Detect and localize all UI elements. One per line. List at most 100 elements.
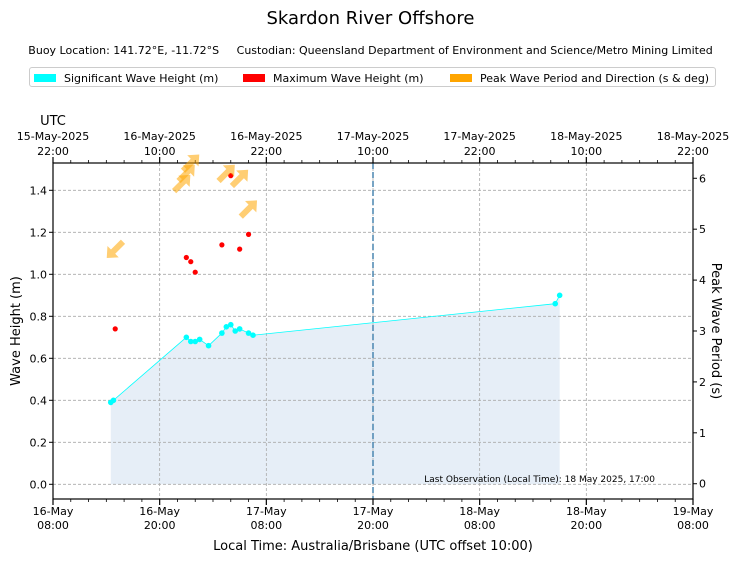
significant-point	[232, 328, 239, 334]
legend-swatch-peak	[450, 74, 472, 82]
significant-point	[245, 330, 252, 336]
significant-point	[223, 324, 230, 330]
y2-tick-label: 2	[699, 376, 706, 389]
x-tick-label-date: 19-May	[673, 505, 714, 518]
x-tick-label-time: 20:00	[357, 519, 389, 532]
y2-tick-label: 5	[699, 223, 706, 236]
y2-tick-label: 6	[699, 172, 706, 185]
maximum-point	[192, 269, 198, 275]
significant-point	[556, 292, 563, 299]
y2-tick-label: 0	[699, 478, 706, 491]
legend-label-significant: Significant Wave Height (m)	[64, 71, 219, 85]
peak-period-arrow-shape	[238, 200, 258, 219]
peak-period-arrow	[229, 169, 249, 189]
significant-point	[236, 326, 243, 332]
x-tick-label-date: 17-May	[246, 505, 287, 518]
maximum-point	[219, 242, 225, 248]
peak-period-arrow	[171, 174, 191, 194]
peak-period-arrow	[238, 200, 258, 219]
legend: Significant Wave Height (m) Maximum Wave…	[29, 67, 716, 87]
peak-period-arrow-shape	[176, 164, 195, 184]
significant-point	[183, 334, 190, 341]
x-tick-label-date: 17-May	[353, 505, 394, 518]
significant-point	[187, 338, 194, 345]
custodian: Custodian: Queensland Department of Envi…	[236, 44, 713, 57]
top-x-tick-label-time: 22:00	[464, 145, 496, 158]
x-tick-label-time: 20:00	[570, 519, 602, 532]
y2-tick-label: 3	[699, 325, 706, 338]
significant-point	[110, 397, 117, 404]
y-tick-label: 1.2	[30, 226, 48, 239]
x-tick-label-time: 20:00	[144, 519, 176, 532]
y2-axis-label: Peak Wave Period (s)	[708, 263, 723, 399]
legend-item-peak: Peak Wave Period and Direction (s & deg)	[450, 71, 709, 85]
maximum-point	[237, 246, 243, 252]
maximum-point	[112, 326, 118, 332]
y-tick-label: 0.8	[30, 310, 48, 323]
top-x-tick-label-date: 18-May-2025	[550, 130, 622, 143]
top-x-tick-label-time: 10:00	[144, 145, 176, 158]
top-x-tick-label-date: 15-May-2025	[17, 130, 89, 143]
chart-title: Skardon River Offshore	[266, 8, 475, 29]
maximum-point	[245, 231, 252, 237]
legend-label-peak: Peak Wave Period and Direction (s & deg)	[480, 71, 710, 85]
peak-period-arrow-shape	[180, 154, 200, 173]
significant-point	[205, 342, 212, 349]
x-tick-label-time: 08:00	[37, 519, 69, 532]
top-x-tick-label-time: 10:00	[570, 145, 602, 158]
buoy-location: Buoy Location: 141.72°E, -11.72°S	[28, 44, 220, 57]
peak-period-arrow	[180, 154, 200, 173]
legend-item-significant: Significant Wave Height (m)	[34, 71, 218, 85]
maximum-point	[188, 259, 194, 265]
significant-point	[192, 338, 199, 345]
x-tick-label-date: 16-May	[139, 505, 180, 518]
last-observation-annotation: Last Observation (Local Time): 18 May 20…	[424, 475, 655, 485]
significant-area	[110, 295, 560, 485]
top-x-tick-label-time: 10:00	[357, 145, 389, 158]
maximum-point	[183, 254, 189, 261]
y-tick-label: 0.2	[30, 436, 48, 449]
top-axis-label: UTC	[40, 114, 66, 129]
y-tick-label: 1.0	[30, 268, 48, 281]
significant-point	[552, 300, 559, 307]
top-x-tick-label-time: 22:00	[37, 145, 69, 158]
x-tick-label-time: 08:00	[677, 519, 709, 532]
peak-period-arrow	[216, 164, 235, 184]
peak-period-arrow	[106, 239, 126, 259]
x-tick-label-time: 08:00	[464, 519, 496, 532]
x-tick-label-time: 08:00	[250, 519, 282, 532]
y-tick-label: 0.4	[30, 394, 48, 407]
y-tick-label: 0.0	[30, 478, 48, 491]
y2-tick-label: 4	[699, 274, 706, 287]
chart-subtitle: Buoy Location: 141.72°E, -11.72°S Custod…	[0, 44, 741, 57]
top-x-tick-label-date: 18-May-2025	[657, 130, 729, 143]
legend-swatch-significant	[34, 74, 56, 82]
x-tick-label-date: 18-May	[566, 505, 607, 518]
top-x-tick-label-date: 16-May-2025	[123, 130, 195, 143]
top-x-tick-label-date: 16-May-2025	[230, 130, 302, 143]
top-x-tick-label-date: 17-May-2025	[337, 130, 409, 143]
significant-point	[219, 330, 225, 336]
peak-period-arrow	[176, 164, 195, 184]
top-x-tick-label-date: 17-May-2025	[443, 130, 515, 143]
peak-period-arrow-shape	[171, 174, 191, 194]
peak-period-arrow-shape	[106, 239, 126, 259]
y-tick-label: 1.4	[30, 184, 48, 197]
x-tick-label-date: 18-May	[459, 505, 500, 518]
y-tick-label: 0.6	[30, 352, 48, 365]
legend-label-maximum: Maximum Wave Height (m)	[273, 71, 424, 85]
y2-tick-label: 1	[699, 427, 706, 440]
x-axis-label: Local Time: Australia/Brisbane (UTC offs…	[213, 539, 533, 554]
legend-swatch-maximum	[243, 74, 265, 82]
top-x-tick-label-time: 22:00	[250, 145, 282, 158]
y-axis-label: Wave Height (m)	[9, 276, 24, 386]
significant-point	[227, 321, 234, 328]
significant-point	[196, 336, 203, 343]
peak-period-arrow-shape	[229, 169, 249, 189]
peak-period-arrow-shape	[216, 164, 235, 184]
top-x-tick-label-time: 22:00	[677, 145, 709, 158]
legend-item-maximum: Maximum Wave Height (m)	[243, 71, 424, 85]
x-tick-label-date: 16-May	[33, 505, 74, 518]
significant-point	[250, 332, 256, 339]
